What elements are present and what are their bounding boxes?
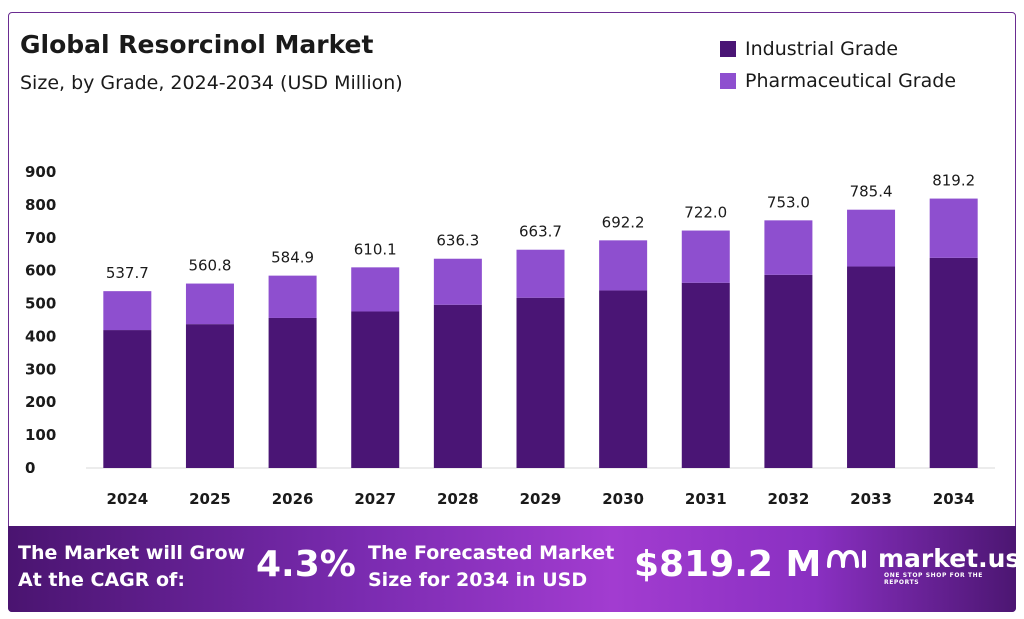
data-label-2034: 819.2 — [932, 172, 975, 190]
bar-industrial-2026 — [268, 317, 317, 468]
x-tick-label-2033: 2033 — [850, 490, 892, 508]
chart-subtitle: Size, by Grade, 2024-2034 (USD Million) — [20, 72, 403, 94]
bar-industrial-2034 — [929, 257, 978, 468]
y-tick-label: 700 — [25, 229, 56, 247]
brand-name: market.us — [878, 544, 1021, 573]
bar-pharmaceutical-2028 — [433, 258, 482, 305]
bar-industrial-2028 — [433, 304, 482, 468]
bar-pharmaceutical-2031 — [681, 230, 730, 283]
data-label-2029: 663.7 — [519, 223, 562, 241]
data-label-2028: 636.3 — [436, 232, 479, 250]
data-label-2025: 560.8 — [188, 257, 231, 275]
x-tick-label-2034: 2034 — [933, 490, 975, 508]
bar-industrial-2024 — [103, 330, 152, 468]
bar-pharmaceutical-2034 — [929, 198, 978, 258]
y-tick-label: 800 — [25, 196, 56, 214]
legend-swatch-pharmaceutical — [720, 73, 736, 89]
bar-industrial-2029 — [516, 297, 565, 468]
bar-pharmaceutical-2027 — [351, 267, 400, 312]
bar-pharmaceutical-2025 — [185, 283, 234, 325]
data-label-2024: 537.7 — [106, 264, 149, 282]
legend-label-industrial: Industrial Grade — [745, 38, 899, 60]
data-label-2030: 692.2 — [602, 213, 645, 231]
legend-swatch-industrial — [720, 41, 736, 57]
x-tick-label-2031: 2031 — [685, 490, 727, 508]
x-tick-label-2029: 2029 — [520, 490, 562, 508]
bar-industrial-2031 — [681, 282, 730, 468]
cagr-value: 4.3% — [256, 544, 356, 585]
x-tick-label-2024: 2024 — [106, 490, 148, 508]
bar-industrial-2030 — [599, 290, 648, 468]
y-tick-label: 200 — [25, 393, 56, 411]
x-tick-label-2025: 2025 — [189, 490, 231, 508]
bar-industrial-2025 — [185, 324, 234, 468]
chart-title: Global Resorcinol Market — [20, 30, 374, 59]
bar-pharmaceutical-2030 — [599, 240, 648, 291]
data-label-2027: 610.1 — [354, 240, 397, 258]
y-tick-label: 600 — [25, 262, 56, 280]
bar-pharmaceutical-2026 — [268, 275, 317, 318]
bar-pharmaceutical-2032 — [764, 220, 813, 275]
chart-legend: Industrial Grade Pharmaceutical Grade — [720, 33, 956, 97]
data-label-2033: 785.4 — [850, 183, 893, 201]
footer-banner: The Market will Grow At the CAGR of: 4.3… — [8, 526, 1020, 612]
bar-industrial-2032 — [764, 274, 813, 468]
y-tick-label: 300 — [25, 360, 56, 378]
x-tick-label-2032: 2032 — [768, 490, 810, 508]
legend-label-pharmaceutical: Pharmaceutical Grade — [745, 70, 957, 92]
legend-item-pharmaceutical: Pharmaceutical Grade — [720, 65, 956, 97]
cagr-text: The Market will Grow At the CAGR of: — [18, 542, 246, 591]
bar-industrial-2033 — [847, 266, 896, 468]
forecast-text: The Forecasted Market Size for 2034 in U… — [368, 542, 615, 591]
forecast-value: $819.2 M — [634, 544, 822, 585]
bar-pharmaceutical-2029 — [516, 249, 565, 298]
bar-industrial-2027 — [351, 311, 400, 468]
y-tick-label: 500 — [25, 295, 56, 313]
data-label-2032: 753.0 — [767, 193, 810, 211]
market-us-logo-icon — [827, 549, 866, 568]
brand-logo: market.us — [826, 544, 1020, 574]
bar-pharmaceutical-2033 — [847, 209, 896, 267]
bar-pharmaceutical-2024 — [103, 291, 152, 331]
data-label-2026: 584.9 — [271, 249, 314, 267]
y-tick-label: 900 — [25, 163, 56, 181]
y-tick-label: 0 — [25, 459, 35, 477]
legend-item-industrial: Industrial Grade — [720, 33, 956, 65]
x-tick-label-2027: 2027 — [354, 490, 396, 508]
x-tick-label-2030: 2030 — [602, 490, 644, 508]
x-tick-label-2026: 2026 — [272, 490, 314, 508]
brand-tagline: ONE STOP SHOP FOR THE REPORTS — [884, 572, 983, 586]
y-tick-label: 100 — [25, 426, 56, 444]
x-tick-label-2028: 2028 — [437, 490, 479, 508]
data-label-2031: 722.0 — [684, 204, 727, 222]
y-tick-label: 400 — [25, 327, 56, 345]
